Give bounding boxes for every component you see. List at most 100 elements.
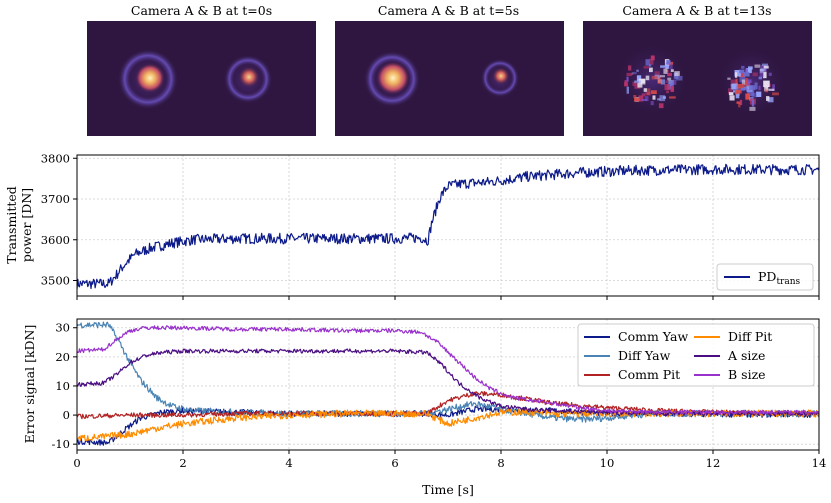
speckle	[646, 88, 651, 95]
speckle	[746, 68, 752, 74]
speckle	[741, 65, 745, 69]
speckle	[758, 76, 763, 80]
error-legend: Comm Yaw Diff Yaw Comm Pit Diff Pit A size B …	[577, 323, 815, 387]
speckle	[657, 98, 661, 101]
speckle	[665, 62, 669, 69]
speckle	[624, 80, 627, 86]
speckle	[668, 80, 675, 86]
speckle	[741, 87, 748, 90]
speckle	[754, 64, 761, 68]
camera-image-t5	[335, 21, 564, 136]
speckle	[768, 88, 775, 91]
x-tick-label: 14	[812, 456, 827, 470]
speckle	[649, 58, 654, 65]
speckle	[667, 72, 672, 77]
speckle	[772, 84, 775, 91]
speckle	[751, 99, 755, 107]
speckle	[747, 79, 752, 83]
speckle	[654, 71, 660, 77]
speckle	[649, 67, 653, 73]
speckle	[728, 92, 734, 96]
speckle	[747, 89, 755, 97]
series-line-pd	[77, 163, 819, 290]
x-tick-label: 4	[285, 456, 292, 470]
speckle	[634, 80, 641, 83]
speckle	[754, 82, 758, 90]
y-tick-label: 20	[55, 350, 70, 364]
speckle	[632, 81, 636, 86]
speckle	[752, 72, 758, 77]
speckle	[745, 78, 749, 85]
speckle	[676, 75, 683, 81]
speckle	[638, 95, 644, 102]
speckle	[667, 77, 672, 81]
speckle	[659, 75, 665, 78]
speckle	[739, 69, 745, 74]
error-ylabel: Error signal [kDN]	[22, 325, 37, 444]
speckle	[764, 88, 769, 93]
power-ylabel-line2: power [DN]	[19, 188, 34, 262]
speckle	[749, 106, 756, 111]
legend-label: A size	[727, 348, 765, 363]
speckle	[669, 96, 676, 99]
speckle	[633, 95, 637, 98]
speckle	[636, 75, 642, 82]
speckle	[739, 99, 743, 105]
camera-title-2: Camera A & B at t=13s	[622, 3, 771, 18]
speckle	[735, 89, 742, 94]
camera-image-t0	[87, 21, 316, 136]
speckle	[672, 79, 677, 85]
speckle	[626, 72, 632, 77]
speckle	[641, 99, 648, 101]
camera-panels: Camera A & B at t=0s Camera A & B at t=5…	[87, 3, 812, 136]
power-ylabel-line1: Transmitted	[4, 186, 19, 264]
y-tick-label: 30	[55, 321, 70, 335]
y-tick-label: 3700	[41, 192, 70, 206]
x-tick-label: 10	[600, 456, 615, 470]
speckle	[763, 80, 770, 88]
speckle	[637, 82, 643, 88]
speckle	[756, 91, 762, 97]
y-tick-label: 3500	[41, 274, 70, 288]
speckle	[759, 71, 764, 77]
speckle	[734, 92, 739, 95]
speckle	[660, 65, 666, 68]
speckle	[763, 65, 769, 69]
speckle	[658, 103, 664, 109]
speckle	[666, 60, 671, 65]
speckle	[738, 102, 741, 108]
speckle	[665, 80, 669, 83]
x-tick-label: 2	[179, 456, 186, 470]
speckle	[739, 72, 745, 78]
speckle	[738, 84, 745, 89]
error-xlabel: Time [s]	[422, 482, 474, 497]
speckle	[662, 96, 666, 99]
series-line-b-size	[77, 325, 819, 415]
y-tick-label: 0	[63, 408, 70, 422]
speckle	[751, 92, 757, 98]
camera-image-t13	[583, 21, 812, 136]
speckle	[727, 77, 731, 80]
speckle	[749, 85, 756, 90]
legend-label: Comm Pit	[618, 367, 680, 382]
speckle	[626, 86, 629, 94]
y-tick-label: -10	[51, 437, 70, 451]
speckle	[763, 71, 767, 79]
speckle	[735, 78, 738, 85]
speckle	[739, 75, 746, 83]
speckle	[668, 63, 673, 70]
speckle	[651, 75, 658, 80]
series-line-a-size	[77, 348, 819, 417]
series-line-diff-pit	[77, 408, 819, 442]
speckle	[667, 83, 673, 90]
speckle	[643, 88, 647, 92]
legend-label-pd: PDtrans	[758, 269, 801, 287]
legend-label: B size	[728, 367, 766, 382]
speckle	[644, 96, 649, 102]
speckle	[657, 78, 662, 84]
speckle	[758, 85, 761, 91]
speckle	[659, 95, 666, 102]
